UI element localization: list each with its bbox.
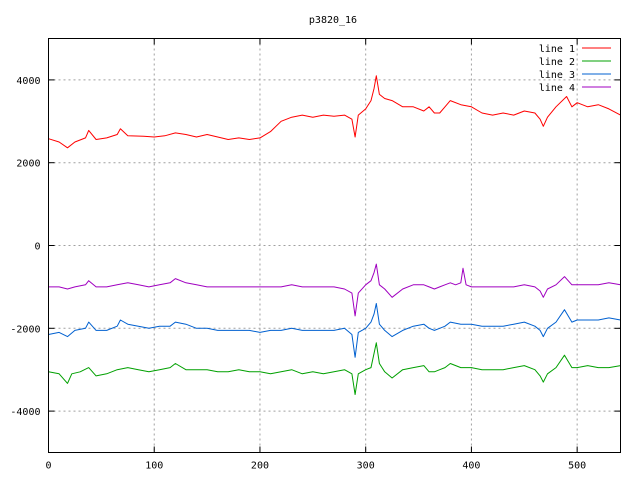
series-line-4 <box>48 263 621 317</box>
series-line-3 <box>48 303 621 358</box>
x-tick-label: 0 <box>45 461 51 472</box>
y-tick-label: 4000 <box>16 76 40 87</box>
x-tick-label: 100 <box>145 461 163 472</box>
x-tick-label: 300 <box>357 461 375 472</box>
x-tick-label: 500 <box>568 461 586 472</box>
grid <box>48 38 621 453</box>
legend-label: line 4 <box>539 83 575 94</box>
legend-label: line 1 <box>539 44 575 55</box>
series-line-2 <box>48 342 621 395</box>
y-tick-label: -4000 <box>10 407 40 418</box>
legend-label: line 3 <box>539 70 575 81</box>
legend: line 1 line 2 line 3 line 4 <box>539 44 611 94</box>
chart-title: p3820_16 <box>309 15 357 26</box>
series-group <box>48 75 621 395</box>
y-tick-label: -2000 <box>10 324 40 335</box>
x-tick-label: 400 <box>462 461 480 472</box>
axis-ticks: 0 100 200 300 400 500 -4000 -2000 0 2000 4000 <box>10 38 621 472</box>
x-tick-label: 200 <box>251 461 269 472</box>
y-tick-label: 0 <box>34 242 40 253</box>
y-tick-label: 2000 <box>16 159 40 170</box>
series-line-1 <box>48 75 621 149</box>
legend-label: line 2 <box>539 57 575 68</box>
